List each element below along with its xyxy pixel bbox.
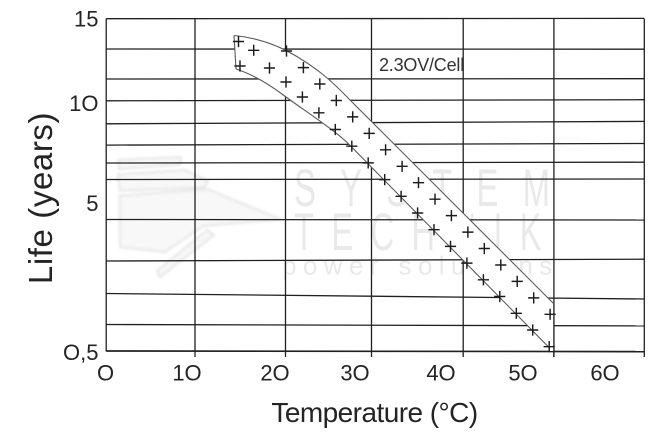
svg-text:Temperature (°C): Temperature (°C) xyxy=(271,397,477,428)
svg-text:15: 15 xyxy=(74,6,98,31)
svg-text:5: 5 xyxy=(86,191,98,216)
svg-text:O: O xyxy=(97,361,114,386)
svg-text:O,5: O,5 xyxy=(63,340,98,365)
svg-text:6O: 6O xyxy=(590,361,619,386)
svg-text:4O: 4O xyxy=(426,361,455,386)
svg-text:1O: 1O xyxy=(69,91,98,116)
svg-text:2.3OV/Cell: 2.3OV/Cell xyxy=(379,55,464,75)
svg-text:5O: 5O xyxy=(508,361,537,386)
svg-text:2O: 2O xyxy=(260,361,289,386)
svg-text:1O: 1O xyxy=(172,361,201,386)
svg-text:Life (years): Life (years) xyxy=(22,112,59,284)
svg-text:3O: 3O xyxy=(340,361,369,386)
